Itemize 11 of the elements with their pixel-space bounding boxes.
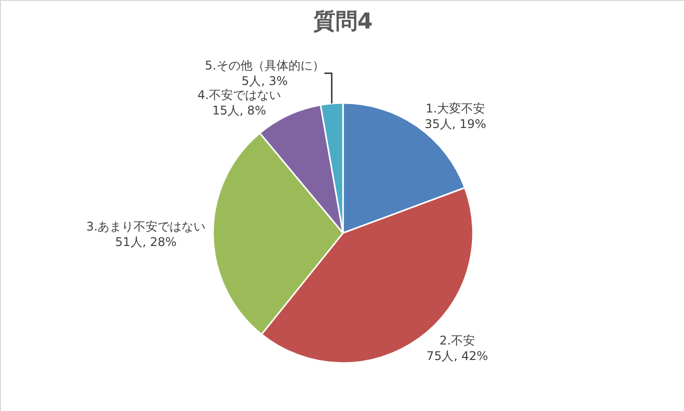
data-label: 75人, 42% bbox=[426, 348, 488, 363]
slice-label: 5.その他（具体的に） bbox=[204, 58, 324, 73]
data-label: 35人, 19% bbox=[424, 117, 486, 132]
slice-label: 2.不安 bbox=[439, 333, 475, 348]
slice-label: 1.大変不安 bbox=[426, 102, 486, 116]
data-label: 51人, 28% bbox=[115, 234, 177, 249]
data-label: 5人, 3% bbox=[241, 74, 288, 88]
slice-label: 3.あまり不安ではない bbox=[86, 219, 206, 234]
slice-label: 4.不安ではない bbox=[198, 88, 281, 102]
chart-title: 質問4 bbox=[312, 8, 373, 35]
data-label: 15人, 8% bbox=[212, 104, 266, 118]
